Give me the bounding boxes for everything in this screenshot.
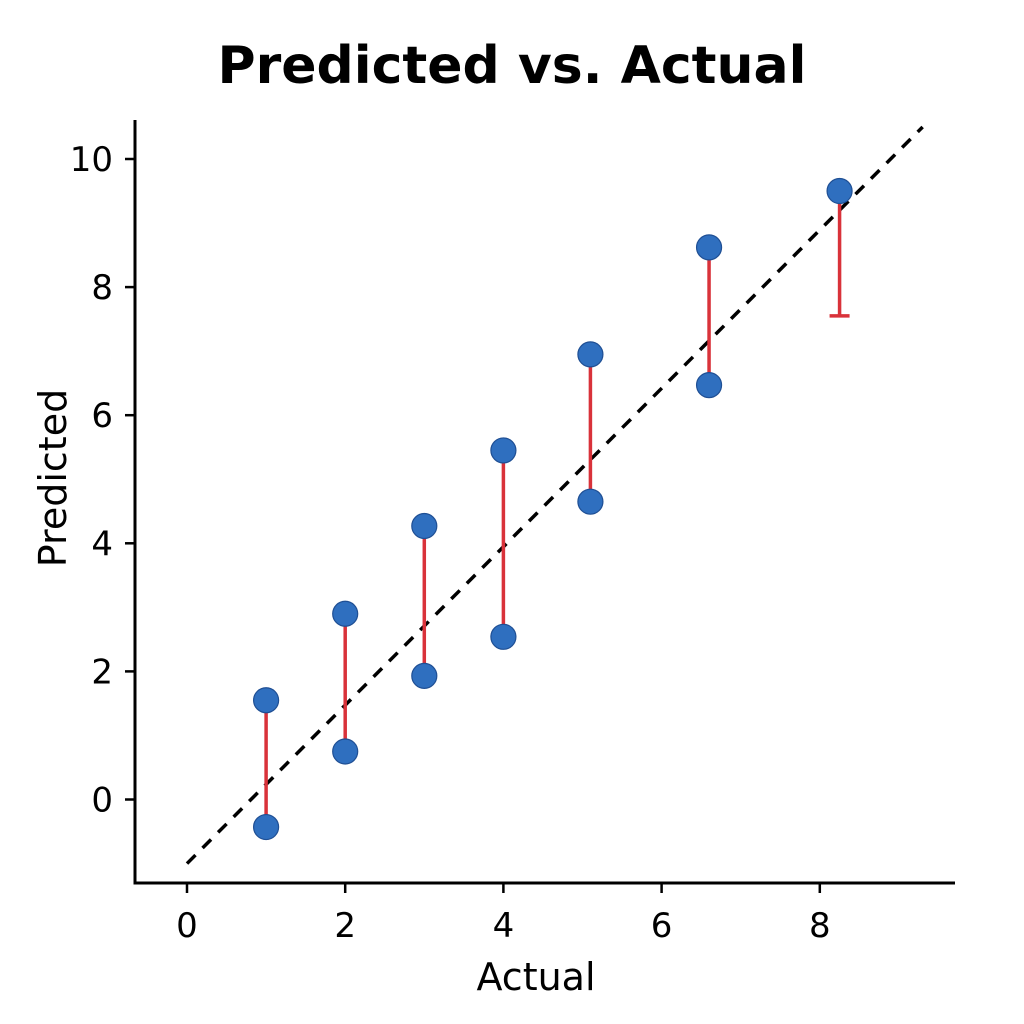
y-tick-label: 6 bbox=[91, 396, 113, 436]
x-tick-label: 8 bbox=[809, 906, 831, 946]
data-point bbox=[253, 813, 280, 841]
data-point bbox=[411, 662, 438, 689]
x-tick-label: 4 bbox=[493, 906, 515, 946]
error-bars-layer bbox=[264, 191, 850, 828]
x-tick-label: 0 bbox=[176, 906, 198, 946]
y-tick-label: 8 bbox=[91, 268, 113, 308]
y-tick-label: 10 bbox=[70, 140, 113, 180]
y-tick-label: 4 bbox=[91, 524, 113, 564]
reference-line bbox=[185, 125, 924, 865]
data-point bbox=[577, 488, 604, 515]
y-tick-label: 2 bbox=[91, 652, 113, 692]
points-layer bbox=[253, 177, 853, 841]
data-point bbox=[490, 437, 517, 464]
x-axis-label: Actual bbox=[476, 955, 595, 999]
data-point bbox=[253, 687, 280, 714]
reference-line-layer bbox=[185, 125, 924, 865]
y-tick-label: 0 bbox=[91, 781, 113, 821]
data-point bbox=[695, 234, 723, 261]
data-point bbox=[332, 600, 359, 627]
x-tick-label: 2 bbox=[334, 906, 356, 946]
data-point bbox=[332, 738, 359, 765]
data-point bbox=[490, 623, 517, 650]
x-tick-label: 6 bbox=[651, 906, 673, 946]
data-point bbox=[826, 177, 853, 205]
ticks: 0 2 4 6 8 0 2 4 6 8 10 bbox=[70, 140, 831, 946]
data-point bbox=[411, 512, 438, 540]
data-point bbox=[577, 341, 604, 368]
data-point bbox=[695, 371, 723, 399]
y-axis-label: Predicted bbox=[31, 389, 75, 567]
axes bbox=[133, 120, 955, 885]
chart-title: Predicted vs. Actual bbox=[217, 36, 807, 96]
